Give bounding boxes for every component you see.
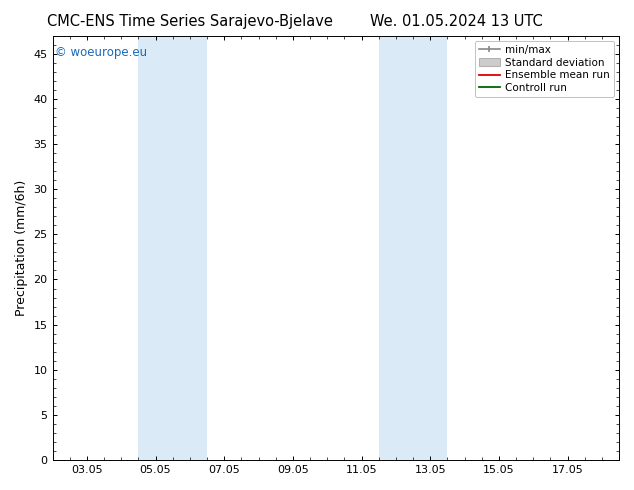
Text: We. 01.05.2024 13 UTC: We. 01.05.2024 13 UTC [370, 14, 543, 29]
Text: © woeurope.eu: © woeurope.eu [55, 46, 148, 59]
Text: CMC-ENS Time Series Sarajevo-Bjelave: CMC-ENS Time Series Sarajevo-Bjelave [48, 14, 333, 29]
Y-axis label: Precipitation (mm/6h): Precipitation (mm/6h) [15, 180, 28, 316]
Bar [378, 36, 448, 460]
Legend: min/max, Standard deviation, Ensemble mean run, Controll run: min/max, Standard deviation, Ensemble me… [475, 41, 614, 97]
Bar [138, 36, 207, 460]
